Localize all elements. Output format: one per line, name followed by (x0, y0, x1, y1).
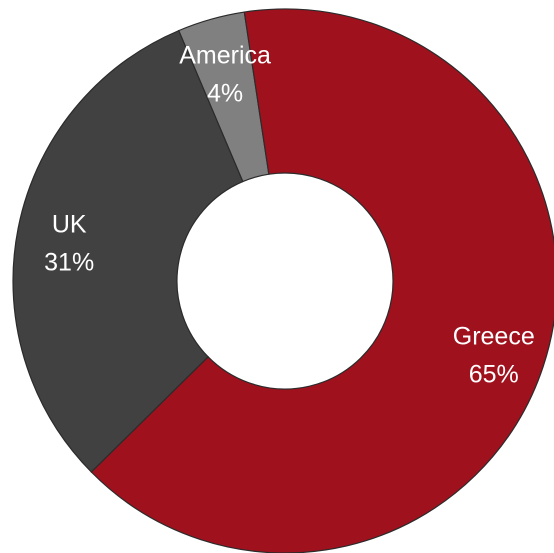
slice-value-uk: 31% (44, 248, 94, 276)
slice-value-greece: 65% (469, 360, 519, 388)
slice-uk (12, 29, 244, 473)
slice-labels: America 4% Greece 65% UK 31% (44, 41, 535, 388)
slice-label-america: America 4% (179, 41, 271, 107)
slice-label-uk: UK 31% (44, 210, 94, 276)
slice-category-uk: UK (52, 210, 87, 238)
slice-greece (90, 8, 554, 553)
slice-category-america: America (179, 41, 271, 69)
slice-value-america: 4% (207, 79, 243, 107)
donut-slices (12, 8, 554, 553)
slice-category-greece: Greece (453, 322, 535, 350)
slice-label-greece: Greece 65% (453, 322, 535, 388)
